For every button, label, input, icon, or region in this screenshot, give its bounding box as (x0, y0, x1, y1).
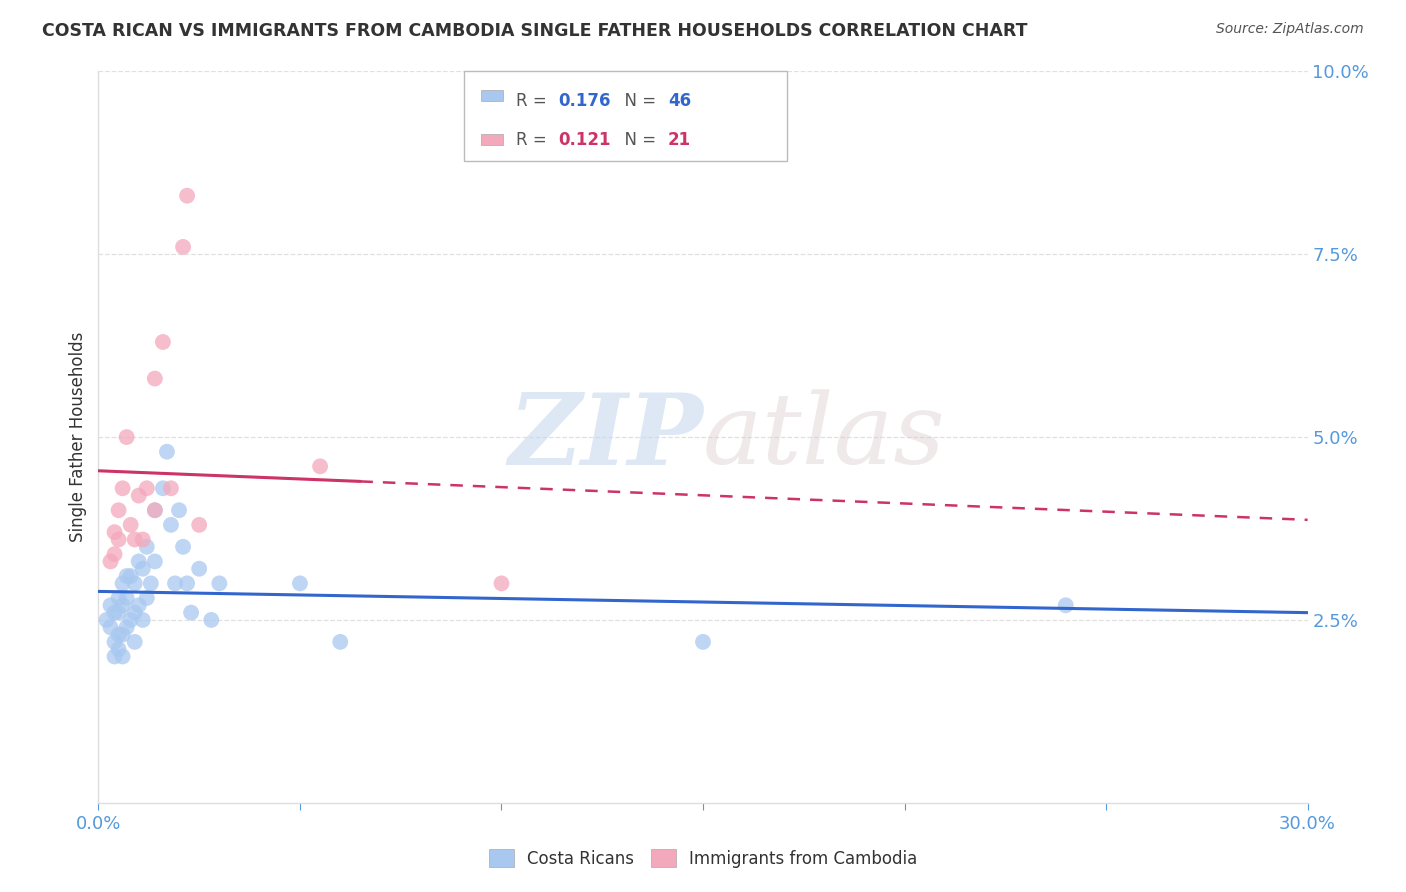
Point (176, 576, 198, 591)
Point (160, 481, 183, 495)
Point (115, 591, 138, 605)
Text: ZIP: ZIP (508, 389, 703, 485)
Point (188, 517, 211, 532)
Point (124, 635, 146, 649)
Point (163, 576, 186, 591)
Point (111, 599, 134, 613)
Text: atlas: atlas (703, 390, 946, 484)
Point (1054, 599, 1077, 613)
Text: 21: 21 (668, 131, 690, 149)
Point (111, 627, 134, 641)
Point (143, 503, 166, 517)
Point (167, 503, 190, 517)
Point (103, 525, 125, 540)
Point (135, 481, 157, 495)
Point (100, 620, 122, 634)
Point (107, 503, 129, 517)
Point (96, 613, 118, 627)
Point (288, 576, 311, 591)
Point (309, 459, 332, 474)
Point (139, 576, 162, 591)
Point (128, 554, 150, 568)
Point (103, 547, 125, 561)
Point (692, 635, 714, 649)
Y-axis label: Single Father Households: Single Father Households (69, 332, 87, 542)
Point (107, 591, 129, 605)
Point (132, 562, 155, 576)
Point (115, 569, 138, 583)
Text: N =: N = (614, 92, 662, 110)
Point (143, 503, 166, 517)
Text: COSTA RICAN VS IMMIGRANTS FROM CAMBODIA SINGLE FATHER HOUSEHOLDS CORRELATION CHA: COSTA RICAN VS IMMIGRANTS FROM CAMBODIA … (42, 22, 1028, 40)
Point (103, 635, 125, 649)
Point (128, 489, 150, 503)
Point (143, 371, 166, 385)
Point (160, 517, 183, 532)
Point (176, 188, 198, 202)
Point (120, 517, 142, 532)
Point (180, 606, 202, 620)
Text: R =: R = (516, 131, 553, 149)
Point (152, 481, 174, 495)
Text: 0.121: 0.121 (558, 131, 610, 149)
Point (329, 635, 352, 649)
Point (103, 649, 125, 664)
Point (172, 240, 194, 254)
Legend: Costa Ricans, Immigrants from Cambodia: Costa Ricans, Immigrants from Cambodia (489, 849, 917, 868)
Point (135, 591, 157, 605)
Point (124, 576, 146, 591)
Point (491, 576, 513, 591)
Text: R =: R = (516, 92, 553, 110)
Point (120, 569, 142, 583)
Point (132, 613, 155, 627)
Text: 46: 46 (668, 92, 690, 110)
Text: 0.176: 0.176 (558, 92, 610, 110)
Point (124, 533, 146, 547)
Point (124, 606, 146, 620)
Point (143, 554, 166, 568)
Point (188, 562, 211, 576)
Point (100, 554, 122, 568)
Point (132, 533, 155, 547)
Point (107, 606, 129, 620)
Point (115, 620, 138, 634)
Point (100, 599, 122, 613)
Point (107, 627, 129, 641)
Point (156, 444, 179, 458)
Point (152, 334, 174, 349)
Point (200, 613, 222, 627)
Point (111, 576, 134, 591)
Text: N =: N = (614, 131, 662, 149)
Point (111, 481, 134, 495)
Point (107, 642, 129, 657)
Point (208, 576, 231, 591)
Point (172, 540, 194, 554)
Text: Source: ZipAtlas.com: Source: ZipAtlas.com (1216, 22, 1364, 37)
Point (128, 599, 150, 613)
Point (135, 540, 157, 554)
Point (111, 649, 134, 664)
Point (115, 430, 138, 444)
Point (107, 533, 129, 547)
Point (103, 606, 125, 620)
Point (120, 613, 142, 627)
